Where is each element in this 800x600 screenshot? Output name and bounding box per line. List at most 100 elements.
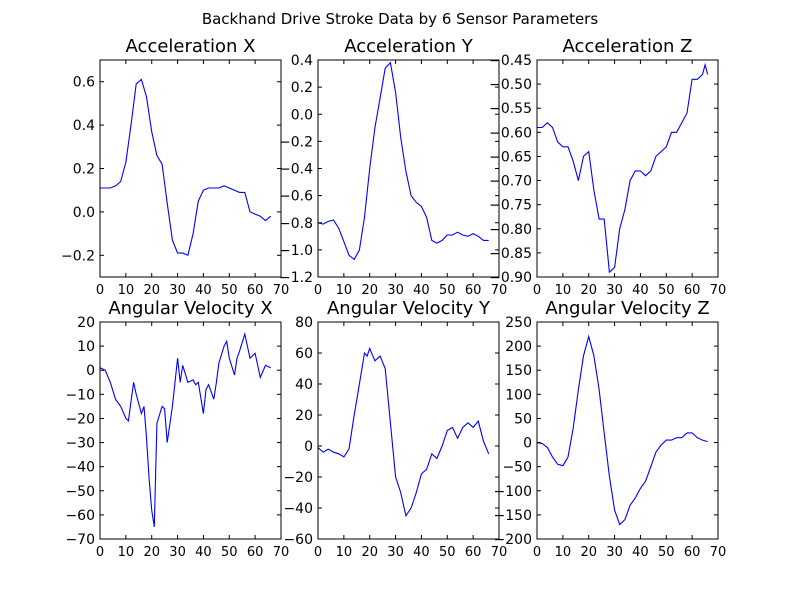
panel-3: Acceleration Z0 10 20 30 40 50 60 70−0.90−0.85−… xyxy=(489,36,726,298)
y-tick-label: 100 xyxy=(505,387,532,403)
panel-5-axes-frame xyxy=(317,321,500,540)
panel-6-axes-frame xyxy=(536,321,719,540)
y-tick-label: −0.55 xyxy=(489,101,532,117)
x-tick-label: 10 xyxy=(118,545,135,560)
y-tick-label: −20 xyxy=(65,411,95,427)
panel-2-title: Acceleration Y xyxy=(344,36,474,57)
x-tick-label: 0 xyxy=(314,283,322,298)
x-tick-label: 50 xyxy=(439,283,456,298)
x-tick-label: 40 xyxy=(632,283,649,298)
x-tick-label: 40 xyxy=(195,545,212,560)
y-tick-label: −1.2 xyxy=(279,270,313,286)
y-tick-label: −40 xyxy=(65,460,95,476)
y-tick-label: −0.80 xyxy=(489,222,532,238)
panel-6-series-line-1 xyxy=(536,334,708,526)
figure-title: Backhand Drive Stroke Data by 6 Sensor P… xyxy=(202,10,599,28)
y-tick-label: −150 xyxy=(494,508,532,524)
y-tick-label: 0.0 xyxy=(73,205,95,221)
y-tick-label: −10 xyxy=(65,387,95,403)
panel-1-series-line-1 xyxy=(100,78,272,257)
panel-4-title: Angular Velocity X xyxy=(108,298,272,319)
y-tick-label: −0.45 xyxy=(489,53,532,69)
y-tick-label: 150 xyxy=(505,363,532,379)
y-tick-label: −0.4 xyxy=(279,162,313,178)
x-tick-label: 70 xyxy=(491,283,508,298)
y-tick-label: −0.50 xyxy=(489,77,532,93)
x-tick-label: 60 xyxy=(684,545,701,560)
x-tick-label: 0 xyxy=(314,545,322,560)
y-tick-label: 250 xyxy=(505,315,532,331)
y-tick-label: −50 xyxy=(502,460,532,476)
y-tick-label: −0.2 xyxy=(61,248,95,264)
x-tick-label: 0 xyxy=(533,545,541,560)
x-tick-label: 50 xyxy=(221,545,238,560)
y-tick-label: 60 xyxy=(295,346,313,362)
y-tick-label: 200 xyxy=(505,339,532,355)
y-tick-label: 0 xyxy=(86,363,95,379)
y-tick-label: 0.0 xyxy=(291,107,313,123)
y-tick-label: −60 xyxy=(283,532,313,548)
y-tick-label: 10 xyxy=(77,339,95,355)
x-tick-label: 10 xyxy=(118,283,135,298)
y-tick-label: −40 xyxy=(283,501,313,517)
x-tick-label: 10 xyxy=(336,283,353,298)
x-tick-label: 10 xyxy=(336,545,353,560)
x-tick-label: 10 xyxy=(555,283,572,298)
x-tick-label: 20 xyxy=(361,545,378,560)
y-tick-label: 50 xyxy=(514,411,532,427)
y-tick-label: −0.75 xyxy=(489,198,532,214)
x-tick-label: 60 xyxy=(465,545,482,560)
x-tick-label: 50 xyxy=(658,545,675,560)
panel-1-title: Acceleration X xyxy=(126,36,256,57)
panel-3-series-line-1 xyxy=(537,62,709,274)
y-tick-label: −20 xyxy=(283,470,313,486)
x-tick-label: 50 xyxy=(658,283,675,298)
y-tick-label: −0.85 xyxy=(489,246,532,262)
y-tick-label: −0.65 xyxy=(489,149,532,165)
y-tick-label: 0.6 xyxy=(73,75,95,91)
x-tick-label: 40 xyxy=(195,283,212,298)
y-tick-label: −30 xyxy=(65,436,95,452)
y-tick-label: −0.90 xyxy=(489,270,532,286)
x-tick-label: 20 xyxy=(361,283,378,298)
y-tick-label: −100 xyxy=(494,484,532,500)
panel-5-series-line-1 xyxy=(317,346,490,518)
x-tick-label: 70 xyxy=(491,545,508,560)
x-tick-label: 20 xyxy=(580,283,597,298)
x-tick-label: 70 xyxy=(710,545,727,560)
panel-6: Angular Velocity Z0 10 20 30 40 50 60 70−200−15… xyxy=(494,298,727,560)
y-tick-label: 80 xyxy=(295,315,313,331)
x-tick-label: 30 xyxy=(606,545,623,560)
y-tick-label: −0.8 xyxy=(279,216,313,232)
panel-1: Acceleration X 0 10 20 30 40 50 60 70 −0.2 0.0 0.2 0… xyxy=(61,36,289,298)
x-tick-label: 70 xyxy=(273,545,290,560)
y-tick-label: 0.2 xyxy=(291,80,313,96)
x-tick-label: 10 xyxy=(555,545,572,560)
x-tick-label: 30 xyxy=(387,545,404,560)
x-tick-label: 60 xyxy=(247,283,264,298)
panel-3-axes-frame xyxy=(536,59,719,278)
x-tick-label: 30 xyxy=(606,283,623,298)
y-tick-label: −0.60 xyxy=(489,125,532,141)
y-tick-label: −70 xyxy=(65,532,95,548)
x-tick-label: 20 xyxy=(143,545,160,560)
y-tick-label: −1.0 xyxy=(279,243,313,259)
x-tick-label: 50 xyxy=(221,283,238,298)
y-tick-label: 0 xyxy=(304,439,313,455)
y-tick-label: 20 xyxy=(295,408,313,424)
panel-2: Acceleration Y 0 10 20 30 40 50 60 70 −1.2 −1.0 −0.… xyxy=(279,36,507,298)
y-tick-label: −0.70 xyxy=(489,174,532,190)
y-tick-label: 0.2 xyxy=(73,162,95,178)
y-tick-label: 0.4 xyxy=(291,53,313,69)
x-tick-label: 60 xyxy=(684,283,701,298)
x-tick-label: 20 xyxy=(580,545,597,560)
y-tick-label: −200 xyxy=(494,532,532,548)
y-tick-label: 0.4 xyxy=(73,118,95,134)
y-tick-label: 0 xyxy=(523,436,532,452)
panel-5: Angular Velocity Y 0 10 20 30 40 50 60 70 −60 −40 −… xyxy=(283,298,507,560)
x-tick-label: 30 xyxy=(169,283,186,298)
x-tick-label: 50 xyxy=(439,545,456,560)
x-tick-label: 70 xyxy=(273,283,290,298)
